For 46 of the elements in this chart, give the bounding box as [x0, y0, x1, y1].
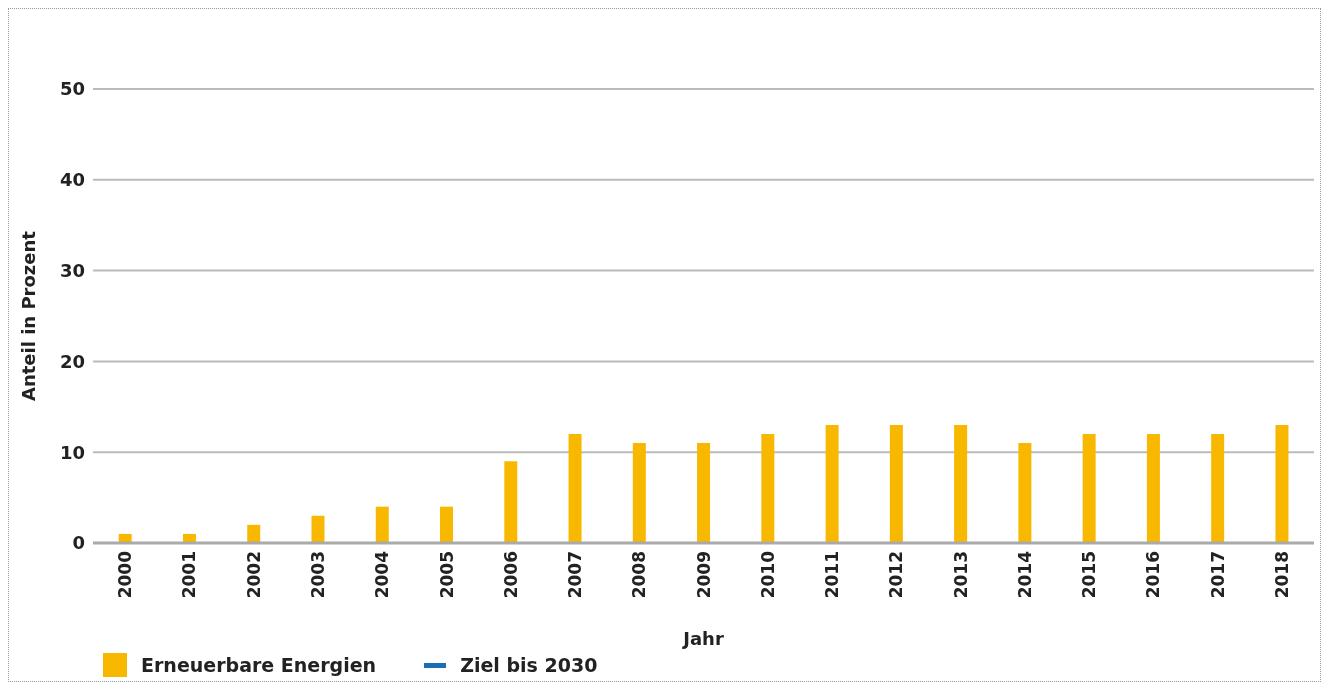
legend-label: Erneuerbare Energien [140, 653, 377, 677]
bar [697, 443, 711, 543]
y-tick-label: 30 [59, 259, 85, 281]
x-tick-label: 2015 [1079, 551, 1100, 599]
x-tick-label: 2009 [693, 551, 714, 599]
y-tick-label: 40 [59, 169, 85, 191]
y-tick-label: 50 [59, 78, 85, 100]
legend-label: Ziel bis 2030 [459, 653, 598, 677]
x-tick-label: 2016 [1143, 551, 1164, 599]
bar [311, 515, 325, 543]
x-tick-label: 2011 [822, 551, 843, 599]
x-tick-label: 2017 [1207, 551, 1228, 599]
x-tick-label: 2006 [500, 551, 521, 599]
bar [954, 424, 968, 543]
x-tick-label: 2000 [115, 550, 136, 599]
x-tick-label: 2003 [307, 551, 328, 599]
bar [1082, 434, 1096, 543]
bar [761, 434, 775, 543]
y-tick-label: 0 [72, 532, 85, 554]
x-tick-label: 2005 [436, 551, 457, 599]
bar [1275, 424, 1289, 543]
bar [1018, 443, 1032, 543]
x-tick-label: 2008 [629, 551, 650, 599]
bar [440, 506, 454, 543]
bar [504, 461, 518, 543]
bar [1146, 434, 1160, 543]
x-axis-title: Jahr [681, 628, 724, 649]
x-tick-label: 2002 [243, 551, 264, 599]
bar [568, 434, 582, 543]
x-tick-label: 2001 [179, 551, 200, 599]
bar [375, 506, 389, 543]
y-tick-label: 20 [59, 350, 85, 372]
x-tick-label: 2004 [372, 550, 393, 599]
x-tick-label: 2010 [757, 550, 778, 599]
x-tick-label: 2012 [886, 551, 907, 599]
x-tick-label: 2007 [565, 551, 586, 599]
x-tick-label: 2018 [1271, 551, 1292, 599]
bar [889, 424, 903, 543]
x-tick-label: 2014 [1014, 550, 1035, 599]
bar [1211, 434, 1225, 543]
bar [632, 443, 646, 543]
x-tick-label: 2013 [950, 551, 971, 599]
y-tick-label: 10 [59, 441, 85, 463]
y-axis-title: Anteil in Prozent [18, 230, 40, 401]
bar [825, 424, 839, 543]
bar [247, 524, 261, 543]
